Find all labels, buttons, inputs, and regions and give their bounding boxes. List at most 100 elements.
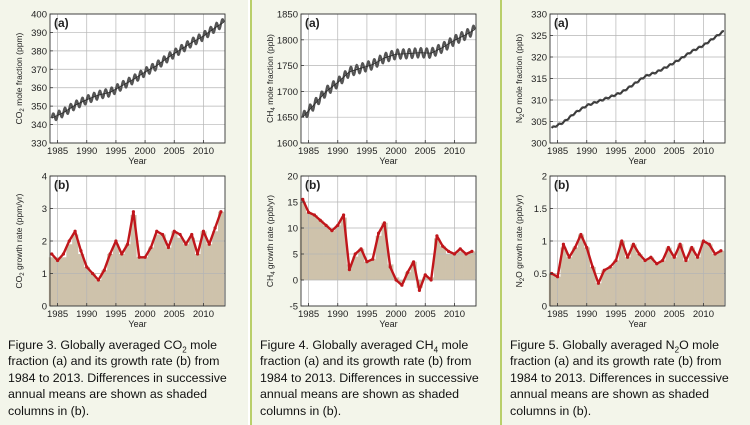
y-tick-label: 1650 [277,113,298,124]
y-tick-label: 10 [287,224,298,235]
x-tick-label: 2000 [135,309,156,320]
shaded-column [346,264,353,280]
y-tick-label: 0 [293,276,298,287]
shaded-column [445,254,452,280]
data-point [336,223,340,227]
shaded-column [159,234,166,306]
shaded-column [630,244,637,306]
data-point [79,249,83,253]
data-point [695,255,700,259]
x-tick-label: 1985 [298,309,319,320]
data-point [114,239,118,243]
y-tick-label: 350 [31,102,47,113]
y-tick-label: 0.5 [534,269,547,280]
data-point [452,252,457,256]
y-tick-label: 1850 [277,10,298,21]
shaded-column [130,215,137,306]
figure-3-panel: 330 340 350 360 370 380 390 400 1985 1990 1995 2000… [0,0,248,425]
y-tick-label: 1 [542,237,547,248]
y-axis-label: CO2 mole fraction (ppm) [14,33,26,125]
figure-4-panel: 1600 1650 1700 1750 1800 1850 1985 1990 1995 2000… [252,0,500,425]
shaded-column [375,235,382,280]
data-point [172,229,176,233]
shaded-column [48,257,55,306]
y-tick-label: 0 [542,302,547,313]
shaded-column [381,222,388,280]
shaded-column [595,283,602,306]
shaded-column [589,267,596,306]
y-tick-label: 380 [31,46,47,57]
y-tick-label: 330 [31,139,47,150]
figure-3-caption: Figure 3. Globally averaged CO2 mole fra… [8,338,227,418]
y-tick-label: 0 [42,302,47,313]
data-point [120,252,124,256]
x-tick-label: 2010 [444,309,465,320]
data-point [102,268,106,272]
x-tick-label: 1995 [605,146,626,157]
shaded-column [317,220,324,280]
data-point [50,252,54,256]
x-tick-label: 1995 [356,146,377,157]
growth-rate-line [550,233,723,285]
data-point [411,260,416,264]
data-point [625,255,630,259]
shaded-column [399,280,406,283]
shaded-column [206,244,213,306]
shaded-column [463,254,470,280]
data-point [435,234,439,238]
data-point [660,258,665,263]
x-tick-label: 1990 [327,146,348,157]
x-tick-label: 1990 [76,309,97,320]
data-point [155,229,159,233]
data-point [201,229,206,233]
data-point [371,257,375,261]
x-tick-label: 2000 [635,309,656,320]
data-point [567,255,571,259]
data-point [684,258,688,263]
shaded-column [548,273,555,306]
shaded-column [177,237,184,306]
chart-5: 0 0.5 1 1.5 2 1985 1990 1995 2000 2005 2010 Year (b)… [514,172,726,329]
x-tick-label: 1985 [298,146,319,157]
x-axis-label: Year [628,319,646,329]
data-point [160,232,165,237]
x-tick-label: 2005 [164,309,185,320]
data-point [400,283,404,287]
data-point [678,242,682,246]
shaded-column [636,254,643,306]
data-point [190,232,194,237]
data-point [353,252,357,256]
y-tick-label: 305 [531,117,547,128]
shaded-column [148,247,155,306]
data-point [406,270,410,274]
data-point [643,258,647,263]
shaded-column [358,248,365,280]
data-point [631,242,636,246]
x-axis-label: Year [379,156,397,166]
shaded-column [607,267,614,306]
plot-frame [300,13,477,144]
shaded-column [387,264,394,280]
data-point [590,265,595,269]
y-tick-label: 360 [31,83,47,94]
mole-fraction-line [50,18,225,122]
x-axis-label: Year [628,156,646,166]
shaded-column [624,257,631,306]
data-point [365,260,369,264]
y-axis-label: CH4 mole fraction (ppb) [265,34,277,123]
shaded-column [694,257,701,306]
y-tick-label: 1750 [277,61,298,72]
y-tick-label: 1.5 [534,204,547,215]
shaded-column [434,238,441,280]
trend-line [51,21,225,119]
y-tick-label: 20 [287,172,298,183]
x-tick-label: 2010 [693,309,714,320]
shaded-column [572,247,579,306]
data-point [347,268,352,272]
chart-0: 330 340 350 360 370 380 390 400 1985 1990 1995 2000… [14,10,226,166]
shaded-column [677,244,684,306]
figure-4-caption: Figure 4. Globally averaged CH4 mole fra… [260,338,479,418]
panel-label: (b) [54,178,69,192]
data-point [585,245,589,250]
